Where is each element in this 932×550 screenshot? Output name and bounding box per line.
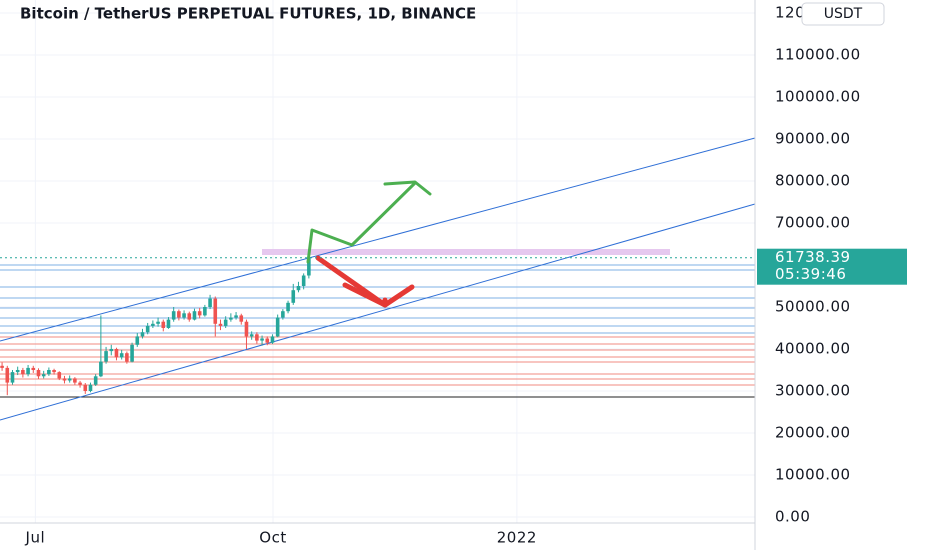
candle-body (166, 319, 171, 328)
candle-body (119, 353, 124, 358)
last-price: 61738.39 (775, 248, 851, 266)
candle-body (104, 351, 108, 362)
candle-body (187, 313, 192, 320)
candle-body (130, 344, 134, 362)
candle-body (296, 286, 301, 291)
candle-body (73, 378, 77, 383)
candle-body (229, 317, 233, 320)
candle-body (78, 382, 82, 385)
candle-body (203, 307, 207, 316)
candle-body (15, 370, 20, 373)
candle-body (88, 384, 93, 391)
candle-body (156, 321, 160, 324)
time-axis (0, 523, 755, 550)
candle-body (244, 321, 249, 337)
candle-body (177, 311, 181, 318)
candle-body (0, 365, 4, 368)
candle-body (10, 372, 15, 383)
candle-body (286, 302, 290, 312)
candle-body (192, 311, 197, 320)
candle-body (62, 378, 67, 381)
x-tick-label: Oct (259, 529, 286, 547)
candle-body (208, 298, 212, 307)
candle-body (67, 378, 72, 381)
candle-body (93, 376, 98, 385)
candle-body (145, 325, 150, 333)
countdown: 05:39:46 (775, 265, 846, 283)
candle-body (140, 332, 145, 337)
y-tick-label: 10000.00 (775, 466, 851, 484)
candle-body (223, 319, 228, 326)
currency: USDT (824, 6, 863, 22)
channel-upper (0, 137, 756, 342)
currency-badge[interactable] (801, 2, 885, 26)
candle-body (57, 372, 62, 379)
y-tick-label: 80000.00 (775, 172, 851, 190)
x-tick-label: Jul (25, 529, 46, 547)
y-tick-label: 50000.00 (775, 298, 851, 316)
y-tick-label: 110000.00 (775, 46, 861, 64)
candle-body (109, 349, 114, 352)
candle-body (5, 367, 10, 383)
resistance-levels (0, 336, 755, 386)
y-tick-label: 30000.00 (775, 382, 851, 400)
candle-body (36, 370, 41, 377)
candle-body (21, 370, 25, 375)
candle-body (47, 370, 51, 375)
x-tick-label: 2022 (497, 529, 537, 547)
channel-lower (0, 203, 756, 421)
candle-body (307, 257, 311, 276)
candle-body (83, 384, 88, 391)
grid (0, 0, 755, 523)
candle-body (270, 336, 275, 343)
candle-body (197, 311, 202, 316)
y-tick-label: 100000.00 (775, 88, 861, 106)
candle-body (114, 349, 119, 358)
bear-arrowhead (342, 282, 388, 308)
candle-body (239, 315, 244, 322)
candle-body (260, 338, 264, 341)
y-tick-label: 20000.00 (775, 424, 851, 442)
candles (0, 254, 311, 396)
candle-body (249, 334, 254, 337)
y-tick-label: 70000.00 (775, 214, 851, 232)
support-levels (0, 264, 755, 334)
arrows (306, 180, 432, 308)
candle-body (31, 367, 36, 370)
candle-body (135, 336, 140, 345)
candle-body (234, 315, 238, 318)
candle-body (291, 290, 296, 303)
candle-body (41, 374, 46, 377)
candle-body (301, 275, 306, 286)
candle-body (182, 313, 186, 318)
y-tick-label: 90000.00 (775, 130, 851, 148)
price-badge-bg (757, 248, 907, 285)
candle-body (125, 353, 129, 362)
candle-body (52, 370, 56, 373)
candle-body (171, 311, 176, 320)
candle-body (99, 361, 103, 377)
candle-body (218, 323, 223, 326)
candle-body (151, 323, 155, 326)
candle-body (213, 298, 218, 324)
bull-arrowhead (383, 180, 432, 196)
highlight-zone (262, 249, 670, 255)
axes: 0.00 10000.00 20000.00 30000.00 40000.00 5000… (25, 4, 861, 547)
bull-arrow (306, 181, 417, 264)
drawings (0, 137, 756, 421)
y-tick-label: 0.00 (775, 508, 810, 526)
candle-body (275, 317, 280, 337)
candle-body (265, 338, 270, 343)
candle-body (255, 334, 259, 341)
chart-title: Bitcoin / TetherUS PERPETUAL FUTURES, 1D… (20, 5, 476, 23)
candle-body (161, 321, 166, 328)
y-tick-label: 40000.00 (775, 340, 851, 358)
candle-body (281, 311, 285, 318)
candle-body (26, 367, 30, 375)
